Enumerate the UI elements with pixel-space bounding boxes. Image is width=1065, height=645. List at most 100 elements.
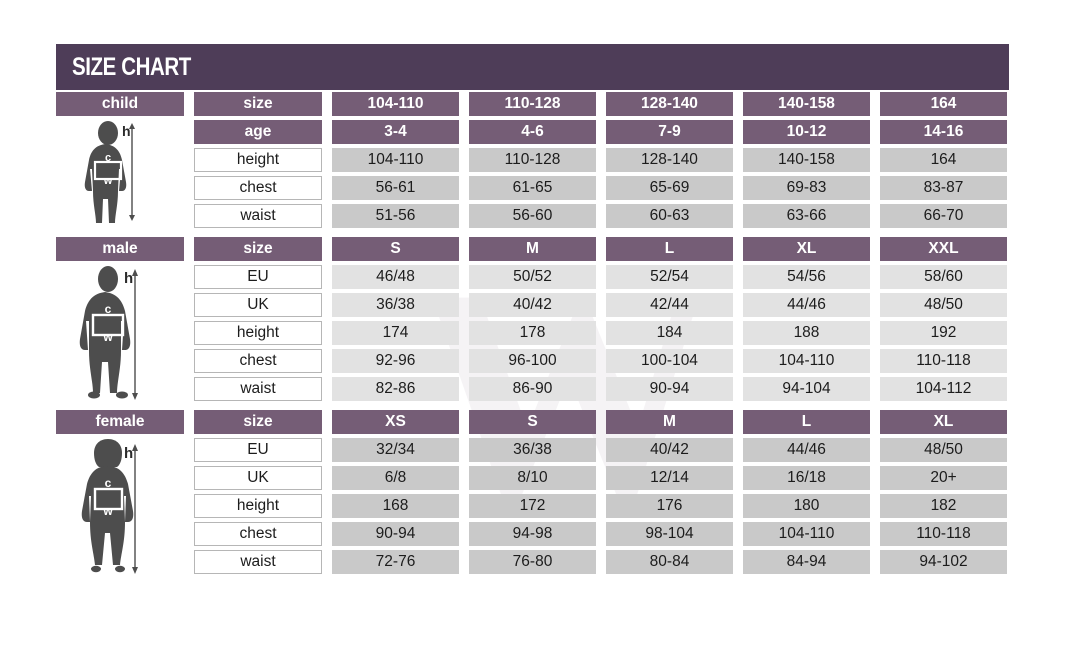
svg-text:h: h — [124, 445, 133, 462]
svg-text:w: w — [102, 504, 113, 518]
data-cell: 110-128 — [469, 148, 596, 172]
row-label-chest: chest — [194, 176, 322, 200]
spacer — [56, 522, 184, 546]
data-cell: 48/50 — [880, 438, 1007, 462]
column-header: XL — [880, 410, 1007, 434]
row-label-chest: chest — [194, 349, 322, 373]
data-cell: 50/52 — [469, 265, 596, 289]
group-label-male: male — [56, 237, 184, 261]
svg-text:h: h — [122, 123, 131, 139]
data-cell: 8/10 — [469, 466, 596, 490]
data-cell: 82-86 — [332, 377, 459, 401]
table-row: child size 104-110 110-128 128-140 140-158 164 — [56, 90, 1009, 118]
column-header: 7-9 — [606, 120, 733, 144]
table-row: chest 92-96 96-100 100-104 104-110 110-118 — [56, 347, 1009, 375]
svg-text:c: c — [105, 302, 112, 316]
data-cell: 168 — [332, 494, 459, 518]
data-cell: 46/48 — [332, 265, 459, 289]
column-header: 14-16 — [880, 120, 1007, 144]
column-header: XS — [332, 410, 459, 434]
table-row: male size S M L XL XXL — [56, 235, 1009, 263]
row-label-height: height — [194, 148, 322, 172]
data-cell: 90-94 — [332, 522, 459, 546]
data-cell: 16/18 — [743, 466, 870, 490]
table-row: height 168 172 176 180 182 — [56, 492, 1009, 520]
row-label-waist: waist — [194, 377, 322, 401]
data-cell: 83-87 — [880, 176, 1007, 200]
data-cell: 98-104 — [606, 522, 733, 546]
spacer — [56, 349, 184, 373]
data-cell: 63-66 — [743, 204, 870, 228]
row-label-size: size — [194, 237, 322, 261]
figure-child: c w h — [56, 118, 184, 224]
spacer — [56, 550, 184, 574]
data-cell: 12/14 — [606, 466, 733, 490]
row-label-height: height — [194, 494, 322, 518]
column-header: XXL — [880, 237, 1007, 261]
column-header: 140-158 — [743, 92, 870, 116]
data-cell: 140-158 — [743, 148, 870, 172]
column-header: L — [743, 410, 870, 434]
data-cell: 60-63 — [606, 204, 733, 228]
row-label-size: size — [194, 92, 322, 116]
column-header: 128-140 — [606, 92, 733, 116]
data-cell: 32/34 — [332, 438, 459, 462]
data-cell: 84-94 — [743, 550, 870, 574]
data-cell: 52/54 — [606, 265, 733, 289]
row-label-EU: EU — [194, 438, 322, 462]
data-cell: 180 — [743, 494, 870, 518]
data-cell: 36/38 — [332, 293, 459, 317]
data-cell: 92-96 — [332, 349, 459, 373]
group-label-female: female — [56, 410, 184, 434]
row-label-age: age — [194, 120, 322, 144]
spacer — [56, 265, 184, 289]
spacer — [56, 438, 184, 462]
row-label-chest: chest — [194, 522, 322, 546]
data-cell: 178 — [469, 321, 596, 345]
data-cell: 94-104 — [743, 377, 870, 401]
data-cell: 110-118 — [880, 522, 1007, 546]
svg-text:c: c — [105, 476, 112, 490]
data-cell: 184 — [606, 321, 733, 345]
data-cell: 128-140 — [606, 148, 733, 172]
page-title: SIZE CHART — [72, 52, 191, 81]
data-cell: 104-110 — [743, 522, 870, 546]
section-male: male size S M L XL XXL c w h EU 46/48 50/52 52/54… — [56, 235, 1009, 403]
female-silhouette-icon: c w h — [81, 439, 138, 574]
table-row: chest 56-61 61-65 65-69 69-83 83-87 — [56, 174, 1009, 202]
column-header: 3-4 — [332, 120, 459, 144]
column-header: 110-128 — [469, 92, 596, 116]
data-cell: 96-100 — [469, 349, 596, 373]
data-cell: 174 — [332, 321, 459, 345]
column-header: S — [469, 410, 596, 434]
data-cell: 104-112 — [880, 377, 1007, 401]
table-row: waist 82-86 86-90 90-94 94-104 104-112 — [56, 375, 1009, 403]
column-header: 104-110 — [332, 92, 459, 116]
section-child: child size 104-110 110-128 128-140 140-158 164… — [56, 90, 1009, 230]
data-cell: 94-98 — [469, 522, 596, 546]
table-row: EU 46/48 50/52 52/54 54/56 58/60 — [56, 263, 1009, 291]
column-header: 164 — [880, 92, 1007, 116]
column-header: M — [469, 237, 596, 261]
table-row: waist 51-56 56-60 60-63 63-66 66-70 — [56, 202, 1009, 230]
svg-text:c: c — [105, 152, 111, 164]
spacer — [56, 321, 184, 345]
data-cell: 172 — [469, 494, 596, 518]
figure-male: c w h — [56, 263, 184, 403]
table-row: EU 32/34 36/38 40/42 44/46 48/50 — [56, 436, 1009, 464]
row-label-waist: waist — [194, 550, 322, 574]
svg-text:w: w — [102, 330, 113, 344]
data-cell: 66-70 — [880, 204, 1007, 228]
data-cell: 56-60 — [469, 204, 596, 228]
group-label-child: child — [56, 92, 184, 116]
table-row: age 3-4 4-6 7-9 10-12 14-16 — [56, 118, 1009, 146]
spacer — [56, 148, 184, 172]
data-cell: 104-110 — [743, 349, 870, 373]
section-female: female size XS S M L XL c w h EU 32/34 36/38 40/4… — [56, 408, 1009, 576]
data-cell: 100-104 — [606, 349, 733, 373]
table-row: waist 72-76 76-80 80-84 84-94 94-102 — [56, 548, 1009, 576]
table-row: female size XS S M L XL — [56, 408, 1009, 436]
spacer — [56, 176, 184, 200]
data-cell: 56-61 — [332, 176, 459, 200]
table-row: UK 36/38 40/42 42/44 44/46 48/50 — [56, 291, 1009, 319]
